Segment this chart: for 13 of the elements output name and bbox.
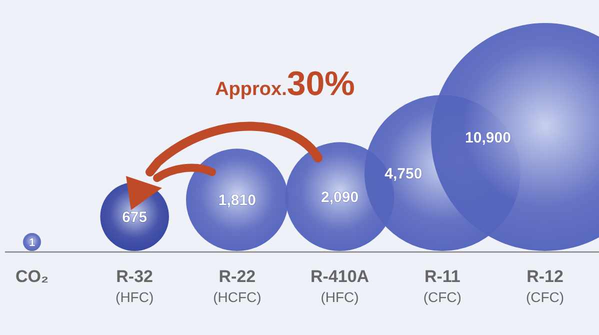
category-label: R-12 (CFC) (526, 267, 564, 305)
category-label: R-11 (CFC) (423, 267, 462, 305)
data-label: 1 (28, 236, 36, 249)
data-label: 10,900 (465, 129, 511, 146)
data-label: 675 (122, 208, 148, 226)
data-label: 2,090 (321, 188, 359, 206)
data-label: 1,810 (218, 192, 256, 210)
category-label: CO₂ (15, 267, 49, 286)
category-label: R-32 (HFC) (116, 267, 154, 305)
text: Approx.30% (215, 65, 355, 103)
data-label: 4,750 (384, 165, 422, 182)
category-label: R-22 (HCFC) (213, 267, 262, 305)
category-label: R-410A (HFC) (310, 267, 370, 305)
